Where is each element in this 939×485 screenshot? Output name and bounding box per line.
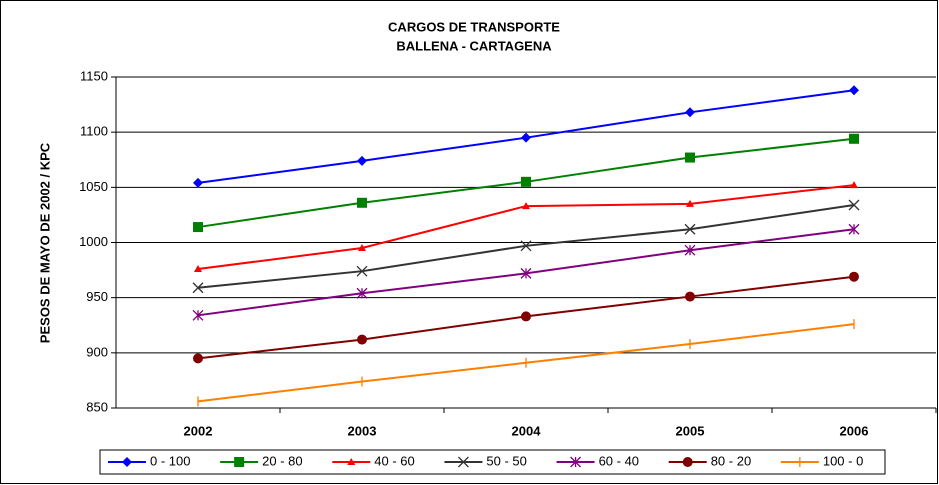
data-point-part [520, 240, 532, 252]
y-axis-label: PESOS DE MAYO DE 2002 / KPC [37, 142, 52, 343]
legend-marker-part [347, 458, 356, 465]
data-point [520, 267, 532, 279]
data-point-part [358, 244, 366, 252]
data-point [850, 181, 858, 189]
data-point-part [849, 271, 859, 282]
data-point-part [521, 176, 531, 187]
legend-marker-part [682, 457, 693, 467]
data-point [192, 282, 204, 294]
chart-subtitle: BALLENA - CARTAGENA [396, 38, 552, 53]
legend-label: 50 - 50 [486, 453, 526, 468]
legend-marker [122, 457, 132, 467]
data-point-part [684, 223, 696, 235]
data-point [521, 311, 531, 322]
data-point [685, 152, 695, 163]
data-point-part [849, 133, 859, 144]
data-point [193, 222, 203, 233]
data-point-part [849, 85, 859, 96]
data-point-part [521, 132, 531, 143]
data-point [521, 132, 531, 143]
legend-label: 60 - 40 [599, 453, 639, 468]
data-point [192, 309, 204, 321]
legend-marker [234, 457, 245, 467]
legend-label: 20 - 80 [262, 453, 302, 468]
data-point [356, 265, 368, 277]
data-point-part [356, 265, 368, 277]
y-tick-label: 1050 [79, 179, 108, 194]
legend-marker [347, 458, 356, 465]
x-tick-label: 2004 [512, 423, 542, 438]
data-point [684, 223, 696, 235]
data-point [685, 107, 695, 118]
legend-label: 0 - 100 [150, 453, 190, 468]
legend-label: 80 - 20 [711, 453, 751, 468]
data-point-part [357, 155, 367, 166]
data-point [520, 240, 532, 252]
data-point [849, 133, 859, 144]
data-point-part [685, 107, 695, 118]
legend-marker [570, 456, 582, 468]
legend-marker [682, 457, 693, 467]
data-point-part [357, 334, 367, 345]
data-point [358, 244, 366, 252]
legend-marker [457, 456, 469, 468]
x-tick-label: 2002 [184, 423, 213, 438]
data-point [356, 287, 368, 299]
data-point [193, 177, 203, 188]
data-point [194, 264, 202, 272]
data-point-part [850, 181, 858, 189]
data-point-part [194, 264, 202, 272]
legend-label: 100 - 0 [823, 453, 863, 468]
data-point-part [193, 177, 203, 188]
data-point [848, 223, 860, 235]
chart-title: CARGOS DE TRANSPORTE [388, 19, 560, 34]
data-point-part [522, 202, 530, 210]
legend-marker-part [234, 457, 245, 467]
data-point [849, 85, 859, 96]
data-point-part [685, 152, 695, 163]
data-point [357, 155, 367, 166]
y-tick-label: 1150 [80, 68, 108, 83]
x-tick-label: 2005 [676, 423, 705, 438]
y-tick-label: 1000 [79, 234, 108, 249]
y-tick-label: 850 [86, 399, 108, 414]
data-point-part [193, 353, 203, 364]
y-tick-label: 950 [86, 289, 108, 304]
legend-marker-part [122, 457, 132, 467]
x-tick-label: 2003 [348, 423, 377, 438]
data-point-part [192, 282, 204, 294]
x-tick-label: 2006 [840, 423, 869, 438]
data-point-part [193, 222, 203, 233]
data-point [685, 291, 695, 302]
data-point [521, 176, 531, 187]
data-point-part [686, 199, 694, 207]
y-tick-label: 900 [86, 344, 108, 359]
y-tick-label: 1100 [80, 124, 108, 139]
data-point [522, 202, 530, 210]
data-point-part [685, 291, 695, 302]
data-point-part [848, 199, 860, 211]
data-point-part [521, 311, 531, 322]
legend-label: 40 - 60 [374, 453, 414, 468]
data-point [849, 271, 859, 282]
data-point [848, 199, 860, 211]
data-point [193, 353, 203, 364]
data-point-part [357, 197, 367, 208]
legend-marker-part [457, 456, 469, 468]
data-point [684, 244, 696, 256]
data-point [357, 334, 367, 345]
data-point [357, 197, 367, 208]
data-point [686, 199, 694, 207]
